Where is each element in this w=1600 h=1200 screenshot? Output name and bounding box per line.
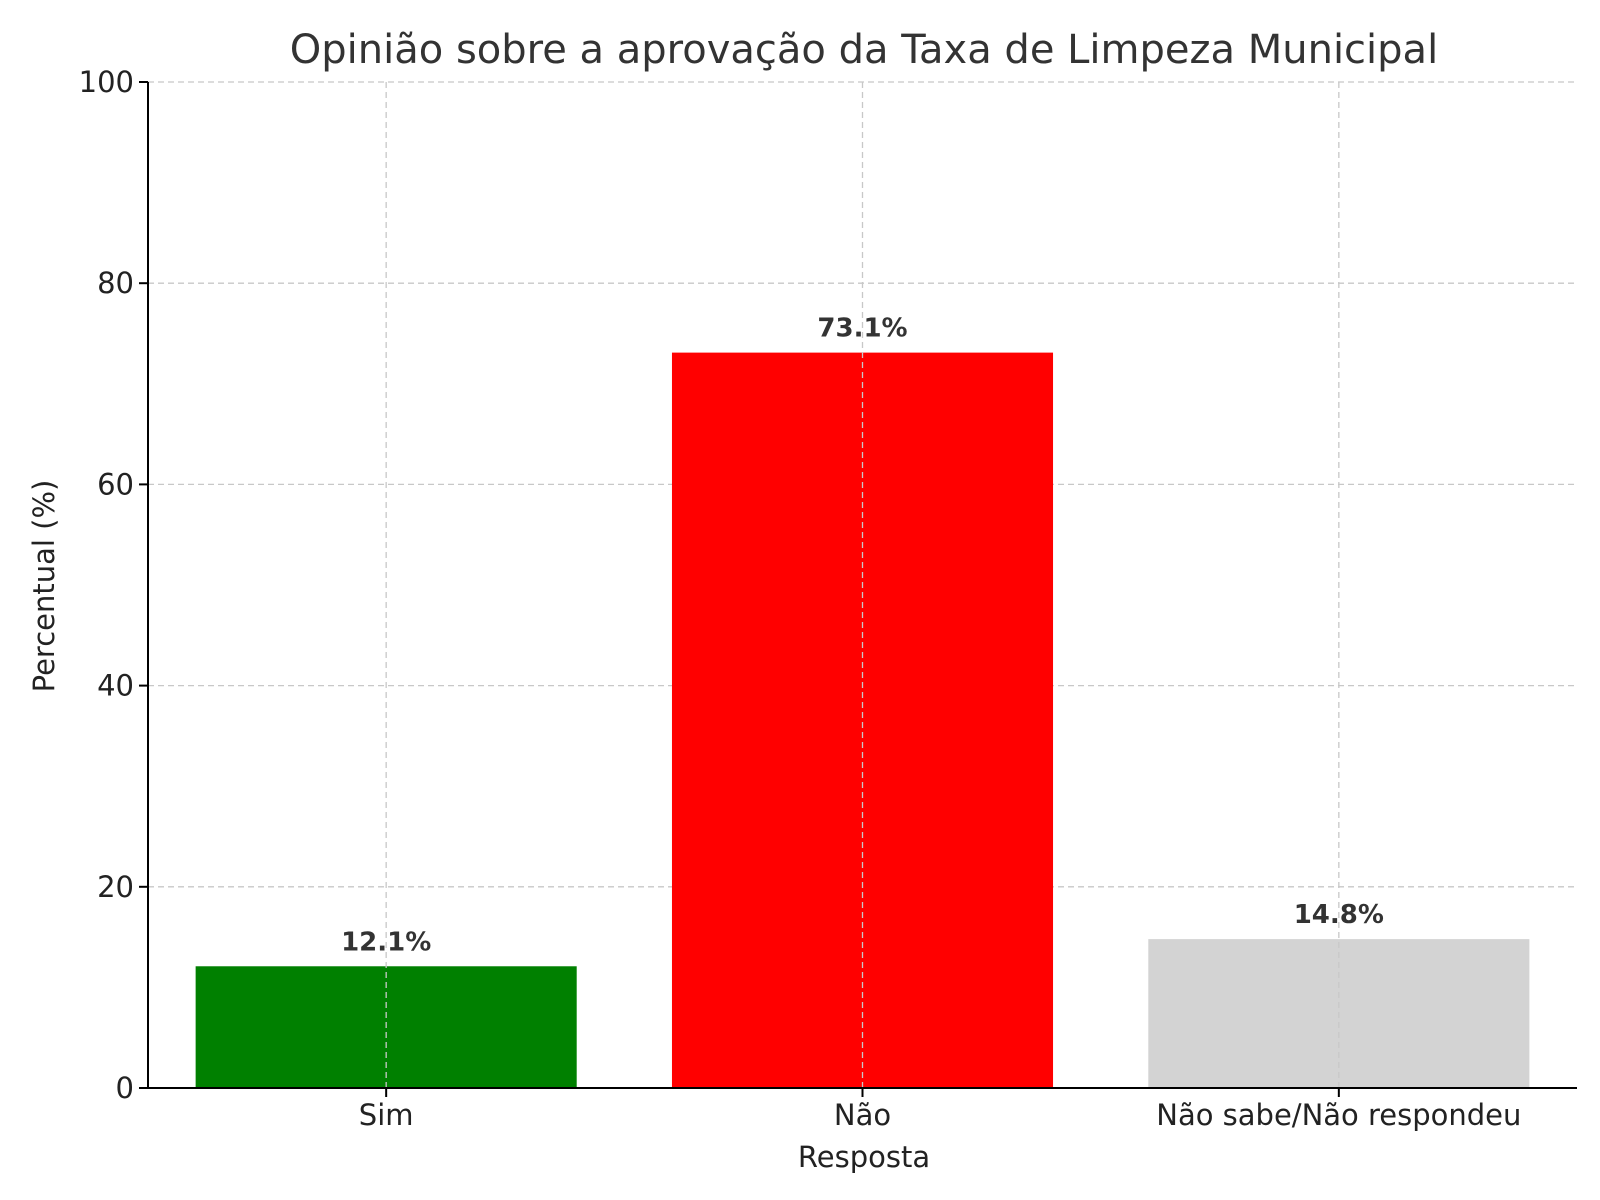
x-axis-label: Resposta <box>798 1140 930 1174</box>
axes: 0 20 40 60 80 100 Sim Não Não sabe/Não respondeu <box>79 65 1577 1132</box>
data-label: 14.8% <box>1294 900 1384 930</box>
y-axis-label: Percentual (%) <box>27 480 61 693</box>
y-tick-label: 40 <box>97 669 134 703</box>
y-tick-label: 0 <box>116 1071 134 1105</box>
data-labels: 12.1% 73.1% 14.8% <box>341 82 1384 1088</box>
y-tick-label: 20 <box>97 870 134 904</box>
y-tick-label: 60 <box>97 467 134 501</box>
chart-title: Opinião sobre a aprovação da Taxa de Lim… <box>290 27 1438 73</box>
data-label: 73.1% <box>817 314 907 344</box>
y-tick-label: 100 <box>79 65 134 99</box>
x-tick-label: Sim <box>359 1098 414 1132</box>
x-tick-label: Não <box>834 1098 891 1132</box>
y-tick-label: 80 <box>97 266 134 300</box>
x-tick-label: Não sabe/Não respondeu <box>1156 1098 1521 1132</box>
data-label: 12.1% <box>341 927 431 957</box>
